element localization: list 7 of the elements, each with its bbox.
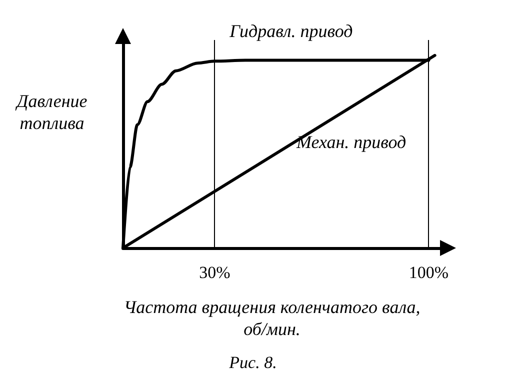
series-label: Механ. привод — [295, 132, 406, 152]
y-axis-title: Давление топлива — [14, 91, 88, 133]
x-axis-title: Частота вращения коленчатого вала, об/мин. — [124, 297, 420, 339]
x-tick-label: 100% — [408, 263, 449, 282]
series-label: Гидравл. привод — [228, 21, 353, 42]
text: Рис. 8. — [228, 353, 277, 372]
x-tick-label: 30% — [199, 263, 230, 282]
